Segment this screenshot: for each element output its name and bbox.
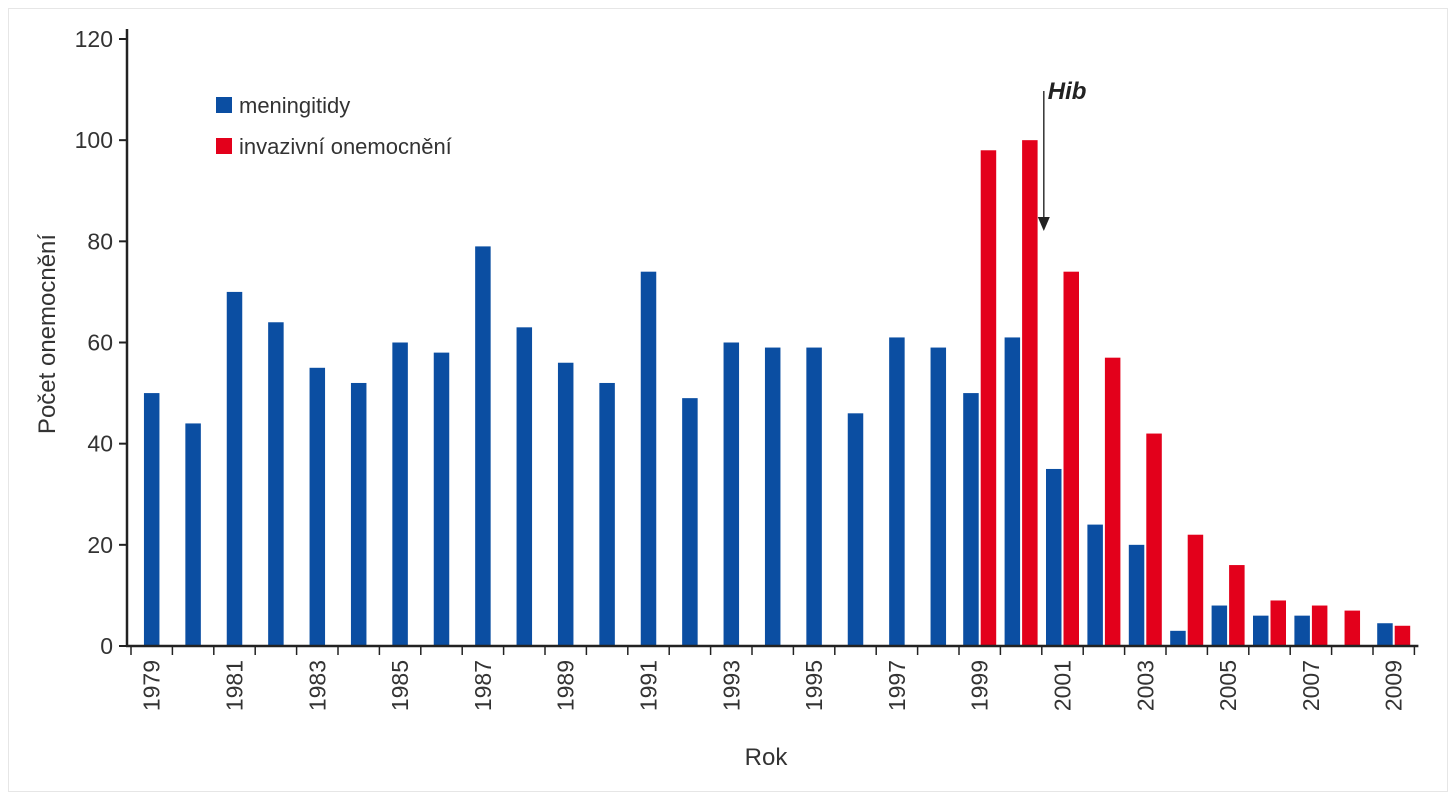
bar-meningitidy-1980 bbox=[185, 423, 201, 646]
bar-meningitidy-2003 bbox=[1128, 544, 1145, 646]
bar-invazivni-2000 bbox=[1022, 140, 1038, 646]
y-tick-label: 80 bbox=[87, 228, 113, 254]
x-tick-label: 2009 bbox=[1381, 660, 1407, 711]
y-tick-label: 40 bbox=[87, 431, 113, 457]
bar-meningitidy-1991 bbox=[640, 271, 657, 646]
x-tick-label: 2007 bbox=[1298, 660, 1324, 711]
bar-meningitidy-1979 bbox=[143, 393, 160, 646]
legend: meningitidy invazivní onemocnění bbox=[216, 93, 452, 159]
x-tick-label: 1991 bbox=[636, 660, 662, 711]
hib-annotation: Hib bbox=[1037, 78, 1087, 231]
bar-invazivni-2005 bbox=[1229, 565, 1245, 646]
bar-meningitidy-2004 bbox=[1170, 630, 1186, 646]
hib-annotation-label: Hib bbox=[1048, 78, 1087, 105]
bars-layer bbox=[143, 140, 1411, 647]
x-tick-label: 1999 bbox=[967, 660, 993, 711]
bar-meningitidy-2001 bbox=[1046, 468, 1062, 646]
y-tick-label: 0 bbox=[100, 633, 113, 659]
bar-invazivni-2008 bbox=[1344, 610, 1361, 646]
bar-invazivni-2001 bbox=[1063, 271, 1079, 646]
x-tick-label: 1981 bbox=[222, 660, 248, 711]
x-tick-label: 1987 bbox=[470, 660, 496, 711]
bar-meningitidy-1987 bbox=[475, 246, 491, 646]
bar-invazivni-2009 bbox=[1394, 625, 1411, 646]
bar-meningitidy-1989 bbox=[557, 362, 574, 646]
bar-invazivni-2003 bbox=[1146, 433, 1162, 646]
bar-meningitidy-1998 bbox=[930, 347, 947, 646]
x-tick-label: 2005 bbox=[1215, 660, 1241, 711]
bar-invazivni-1999 bbox=[980, 150, 997, 647]
y-tick-label: 100 bbox=[75, 127, 113, 153]
bar-meningitidy-1981 bbox=[226, 291, 243, 646]
bar-meningitidy-1988 bbox=[516, 327, 533, 646]
bar-meningitidy-2007 bbox=[1294, 615, 1310, 646]
chart-frame: 0 20 40 60 80 100 120 1979 1981 1983 1985 1987 1989… bbox=[8, 8, 1448, 792]
hib-arrow-head bbox=[1037, 217, 1050, 231]
x-tick-label: 2001 bbox=[1050, 660, 1076, 711]
bar-invazivni-2006 bbox=[1270, 600, 1286, 646]
bar-meningitidy-1986 bbox=[433, 352, 450, 646]
bar-invazivni-2002 bbox=[1104, 357, 1121, 646]
bar-meningitidy-2002 bbox=[1087, 524, 1103, 646]
y-tick-label: 120 bbox=[75, 26, 113, 52]
legend-label-meningitidy: meningitidy bbox=[239, 93, 350, 118]
legend-label-invazivni-onemocneni: invazivní onemocnění bbox=[239, 134, 452, 159]
x-tick-label: 1989 bbox=[553, 660, 579, 711]
y-tick-label: 20 bbox=[87, 532, 113, 558]
bar-meningitidy-1982 bbox=[268, 322, 284, 646]
bar-meningitidy-2009 bbox=[1377, 623, 1393, 646]
bar-meningitidy-1999 bbox=[963, 393, 979, 646]
bar-meningitidy-1984 bbox=[350, 382, 367, 646]
bar-meningitidy-1985 bbox=[392, 342, 408, 646]
x-tick-label: 1993 bbox=[718, 660, 744, 711]
x-axis-ticks: 1979 1981 1983 1985 1987 1989 1991 1993 1995 1997… bbox=[130, 646, 1416, 711]
bar-meningitidy-1983 bbox=[309, 367, 326, 646]
bar-meningitidy-1993 bbox=[723, 342, 740, 646]
bar-meningitidy-1995 bbox=[806, 347, 822, 646]
bar-meningitidy-2006 bbox=[1253, 615, 1269, 646]
x-tick-label: 1997 bbox=[884, 660, 910, 711]
bar-meningitidy-1990 bbox=[599, 382, 615, 646]
bar-meningitidy-2000 bbox=[1004, 337, 1021, 646]
bar-meningitidy-1996 bbox=[847, 413, 864, 646]
bar-meningitidy-2005 bbox=[1211, 605, 1228, 646]
bar-chart: 0 20 40 60 80 100 120 1979 1981 1983 1985 1987 1989… bbox=[34, 26, 1419, 771]
bar-invazivni-2007 bbox=[1311, 605, 1328, 646]
x-tick-label: 2003 bbox=[1132, 660, 1158, 711]
y-tick-label: 60 bbox=[87, 330, 113, 356]
legend-swatch-meningitidy bbox=[216, 97, 232, 113]
x-tick-label: 1979 bbox=[139, 660, 165, 711]
x-axis-title: Rok bbox=[745, 744, 789, 771]
bar-meningitidy-1997 bbox=[889, 337, 905, 646]
bar-meningitidy-1994 bbox=[764, 347, 781, 646]
y-axis-ticks: 0 20 40 60 80 100 120 bbox=[75, 26, 127, 659]
y-axis-title: Počet onemocnění bbox=[34, 234, 61, 434]
legend-swatch-invazivni-onemocneni bbox=[216, 138, 232, 154]
x-tick-label: 1995 bbox=[801, 660, 827, 711]
x-tick-label: 1985 bbox=[387, 660, 413, 711]
x-tick-label: 1983 bbox=[304, 660, 330, 711]
bar-meningitidy-1992 bbox=[682, 398, 698, 646]
bar-invazivni-2004 bbox=[1187, 534, 1204, 646]
